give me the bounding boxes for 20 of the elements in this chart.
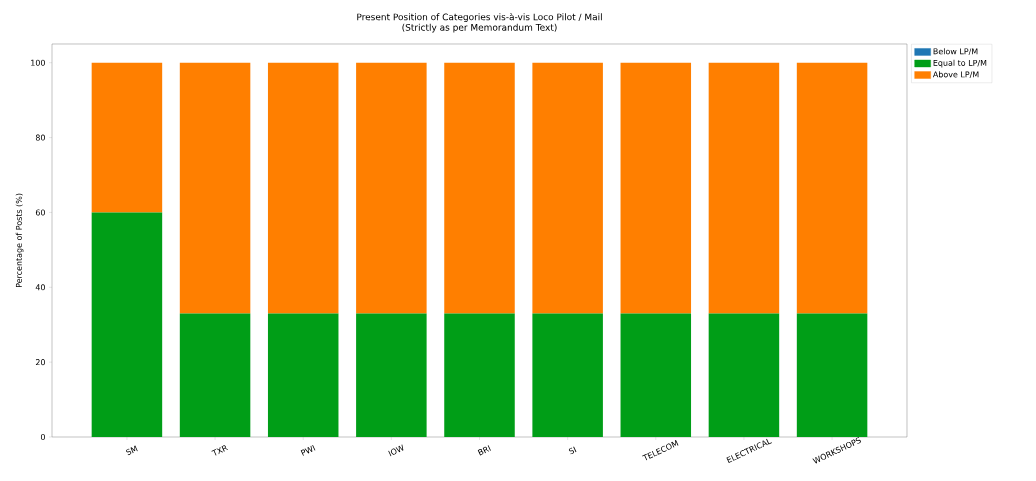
bar	[620, 62, 692, 314]
bar	[796, 62, 868, 314]
bar	[91, 62, 163, 213]
bar	[356, 62, 427, 314]
bar	[532, 62, 603, 314]
chart-title: Present Position of Categories vis-à-vis Loco Pilot / Mail	[357, 13, 602, 23]
bar	[356, 313, 427, 437]
bar	[179, 62, 251, 314]
bar	[91, 212, 163, 437]
bar	[708, 313, 780, 437]
bar	[708, 62, 780, 314]
bar	[796, 313, 868, 437]
bar	[267, 313, 339, 437]
bar	[444, 62, 515, 314]
bar	[532, 313, 603, 437]
bar	[179, 313, 251, 437]
chart-subtitle: (Strictly as per Memorandum Text)	[402, 23, 557, 33]
bar	[444, 313, 515, 437]
bar	[620, 313, 692, 437]
bar	[267, 62, 339, 314]
